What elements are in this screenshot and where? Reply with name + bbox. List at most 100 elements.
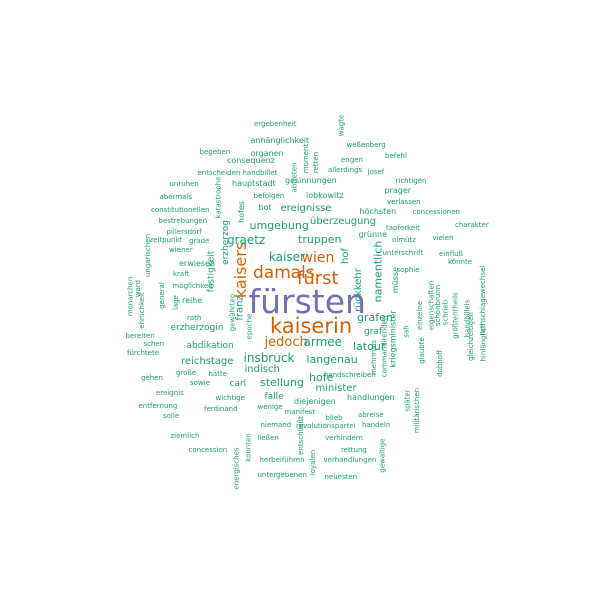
word-militärischen: militärischen (412, 387, 421, 433)
word-zeitpunkt: zeitpunkt (149, 235, 183, 244)
word-entscheiden: entscheiden (197, 168, 241, 177)
word-unterschrift: unterschrift (382, 248, 424, 257)
word-sophie: sophie (396, 265, 420, 274)
word-vielen: vielen (432, 233, 454, 242)
word-untergebenen: untergebenen (257, 470, 307, 479)
word-fürst: fürst (297, 268, 339, 289)
word-schrieb: schrieb (441, 299, 450, 325)
word-pillersdorf: pillersdorf (166, 227, 202, 236)
word-ehrlichkeit: ehrlichkeit (137, 291, 146, 329)
word-wagte: wagte (337, 114, 346, 136)
word-mehrmals: mehrmals (369, 339, 378, 375)
word-consequenz: consequenz (227, 156, 275, 165)
word-grade: grade (189, 236, 210, 245)
word-fürsten: fürsten (248, 281, 366, 321)
word-richtigen: richtigen (395, 176, 427, 185)
word-schen: schen (143, 339, 165, 348)
word-epoche: epoche (245, 313, 254, 339)
word-graetz: graetz (227, 233, 266, 247)
word-hofes: hofes (236, 201, 246, 223)
word-latour: latour (353, 339, 386, 353)
word-lage: lage (171, 294, 180, 310)
word-später: später (403, 388, 412, 412)
word-katastrophe: katastrophe (214, 176, 223, 218)
word-kaisers: kaisers (231, 241, 251, 299)
word-glaubte: glaubte (417, 336, 426, 364)
word-falle: falle (264, 391, 284, 402)
word-concessionen: concessionen (412, 207, 460, 216)
word-ergebenheit: ergebenheit (254, 119, 297, 128)
word-wien: wien (301, 250, 335, 266)
word-kaiser: kaiser (269, 250, 305, 264)
word-rückkehr: rückkehr (352, 268, 364, 312)
word-sowie: sowie (190, 378, 210, 387)
word-weßenberg: weßenberg (346, 140, 386, 149)
word-möglichkeit: möglichkeit (172, 281, 214, 290)
word-anhänglichkeit: anhänglichkeit (250, 136, 310, 145)
word-hätte: hätte (208, 369, 228, 378)
word-franz: franz (234, 295, 246, 321)
word-blieb: blieb (325, 413, 343, 422)
word-olmütz: olmütz (392, 235, 416, 244)
word-große: große (176, 368, 197, 377)
word-größtentheils: größtentheils (451, 291, 460, 339)
word-entfernung: entfernung (138, 401, 178, 410)
word-grünne: grünne (358, 230, 388, 239)
word-charakter: charakter (455, 220, 489, 229)
word-grafen: grafen (357, 310, 393, 324)
word-diejenigen: diejenigen (294, 397, 336, 406)
word-hof: hof (339, 248, 351, 264)
word-minister: minister (315, 383, 357, 394)
word-josef: josef (367, 167, 385, 176)
word-gleichzeitigen: gleichzeitigen (466, 311, 475, 361)
word-prager: prager (384, 186, 412, 195)
word-ferdinand: ferdinand (204, 404, 238, 413)
word-einzelne: einzelne (415, 300, 424, 330)
word-unruhen: unruhen (169, 179, 199, 188)
word-gehen: gehen (141, 373, 163, 382)
word-indisch: indisch (244, 364, 280, 375)
word-handbillet: handbillet (242, 168, 278, 177)
word-umgebung: umgebung (249, 218, 309, 232)
word-sah: sah (402, 324, 411, 338)
word-abdikation: abdikation (186, 340, 234, 351)
word-einfluß: einfluß (439, 249, 463, 258)
word-general: general (157, 281, 166, 309)
word-befolgen: befolgen (253, 191, 285, 200)
word-verlassen: verlassen (387, 197, 421, 206)
word-truppen: truppen (298, 232, 342, 246)
word-jedoch: jedoch (264, 334, 308, 350)
word-höchsten: höchsten (359, 207, 397, 216)
word-manifest: manifest (284, 407, 316, 416)
word-wiener: wiener (169, 245, 193, 254)
word-verhindern: verhindern (325, 433, 363, 442)
word-gewaltige: gewaltige (378, 437, 387, 473)
word-reihe: reihe (182, 296, 203, 305)
word-monarchen: monarchen (126, 276, 135, 316)
word-ereignis: ereignis (156, 388, 184, 397)
word-concession: concession (188, 445, 228, 454)
word-reichstage: reichstage (181, 356, 234, 367)
word-armee: armee (303, 335, 343, 349)
word-constitutionellen: constitutionellen (151, 205, 210, 214)
word-hofe: hofe (309, 370, 334, 384)
word-rath: rath (187, 313, 202, 322)
word-stellung: stellung (260, 375, 304, 389)
word-könnte: könnte (448, 257, 473, 266)
word-moment: moment (301, 143, 310, 173)
word-gewährten: gewährten (228, 293, 237, 331)
word-carl: carl (229, 378, 247, 389)
word-befehl: befehl (385, 151, 407, 160)
word-ereignisse: ereignisse (280, 203, 332, 214)
word-ungarischen: ungarischen (143, 233, 152, 277)
word-begeben: begeben (199, 147, 231, 156)
word-ließen: ließen (257, 433, 279, 442)
word-lobkowitz: lobkowitz (306, 191, 344, 200)
word-energisches: energisches (232, 446, 241, 490)
word-abermals: abermals (159, 192, 193, 201)
word-wenige: wenige (257, 402, 283, 411)
word-erzherzog: erzherzog (220, 219, 231, 265)
word-bot: bot (258, 203, 272, 212)
word-kaiserin: kaiserin (270, 313, 353, 338)
word-handschreiben: handschreiben (324, 370, 376, 379)
